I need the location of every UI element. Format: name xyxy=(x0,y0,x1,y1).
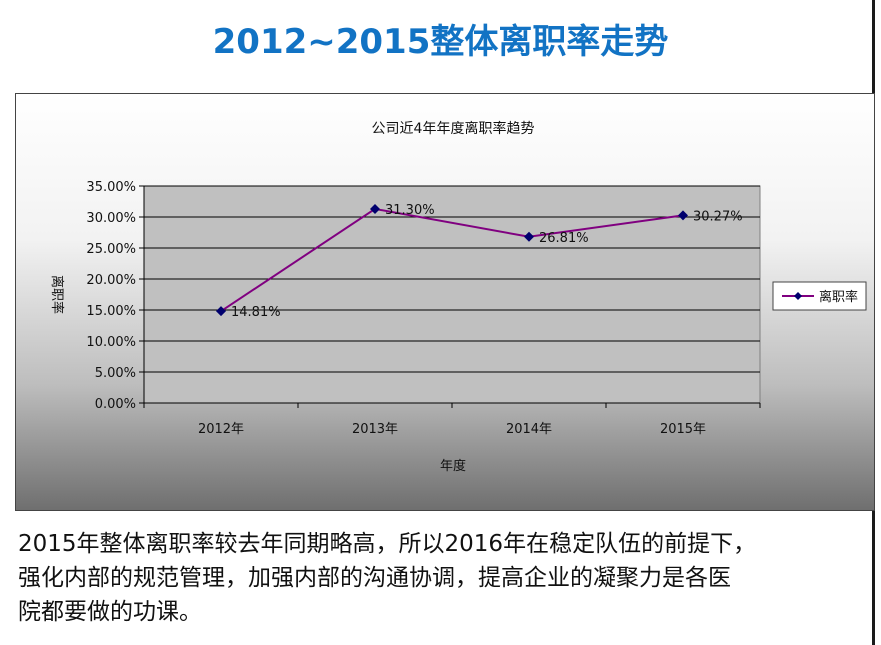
page-title: 2012~2015整体离职率走势 xyxy=(212,22,669,62)
x-tick-label: 2015年 xyxy=(660,422,706,437)
summary-paragraph: 2015年整体离职率较去年同期略高，所以2016年在稳定队伍的前提下， 强化内部… xyxy=(18,527,880,629)
data-label: 26.81% xyxy=(539,231,589,246)
x-tick-label: 2012年 xyxy=(198,422,244,437)
y-tick-label: 0.00% xyxy=(95,397,136,412)
summary-line-1: 2015年整体离职率较去年同期略高，所以2016年在稳定队伍的前提下， xyxy=(18,531,757,557)
y-tick-label: 25.00% xyxy=(86,242,136,257)
y-tick-label: 30.00% xyxy=(86,211,136,226)
summary-line-3: 院都要做的功课。 xyxy=(18,599,202,625)
legend-label: 离职率 xyxy=(819,289,858,305)
data-point xyxy=(524,231,534,242)
y-tick-label: 5.00% xyxy=(95,366,136,381)
x-tick-label: 2014年 xyxy=(506,422,552,437)
data-point xyxy=(678,210,688,221)
data-label: 31.30% xyxy=(385,203,435,218)
x-tick-label: 2013年 xyxy=(352,422,398,437)
y-tick-label: 10.00% xyxy=(86,335,136,350)
summary-line-2: 强化内部的规范管理，加强内部的沟通协调，提高企业的凝聚力是各医 xyxy=(18,565,731,591)
chart-frame: 公司近4年年度离职率趋势 0.00% 5.00% 10.00% 15.00% 20.00%… xyxy=(15,93,875,511)
plot-area xyxy=(143,185,761,404)
data-point xyxy=(370,203,380,214)
y-axis-label: 离职率 xyxy=(49,275,65,314)
chart-title: 公司近4年年度离职率趋势 xyxy=(372,120,535,137)
y-tick-label: 15.00% xyxy=(86,304,136,319)
data-point xyxy=(216,306,226,317)
series-line xyxy=(220,207,684,313)
line-chart: 公司近4年年度离职率趋势 0.00% 5.00% 10.00% 15.00% 20.00%… xyxy=(49,120,867,474)
x-axis-label: 年度 xyxy=(440,458,466,474)
data-label: 30.27% xyxy=(693,209,743,224)
y-tick-label: 20.00% xyxy=(86,273,136,288)
legend-marker xyxy=(794,292,802,300)
y-tick-label: 35.00% xyxy=(86,180,136,195)
data-label: 14.81% xyxy=(231,305,281,320)
